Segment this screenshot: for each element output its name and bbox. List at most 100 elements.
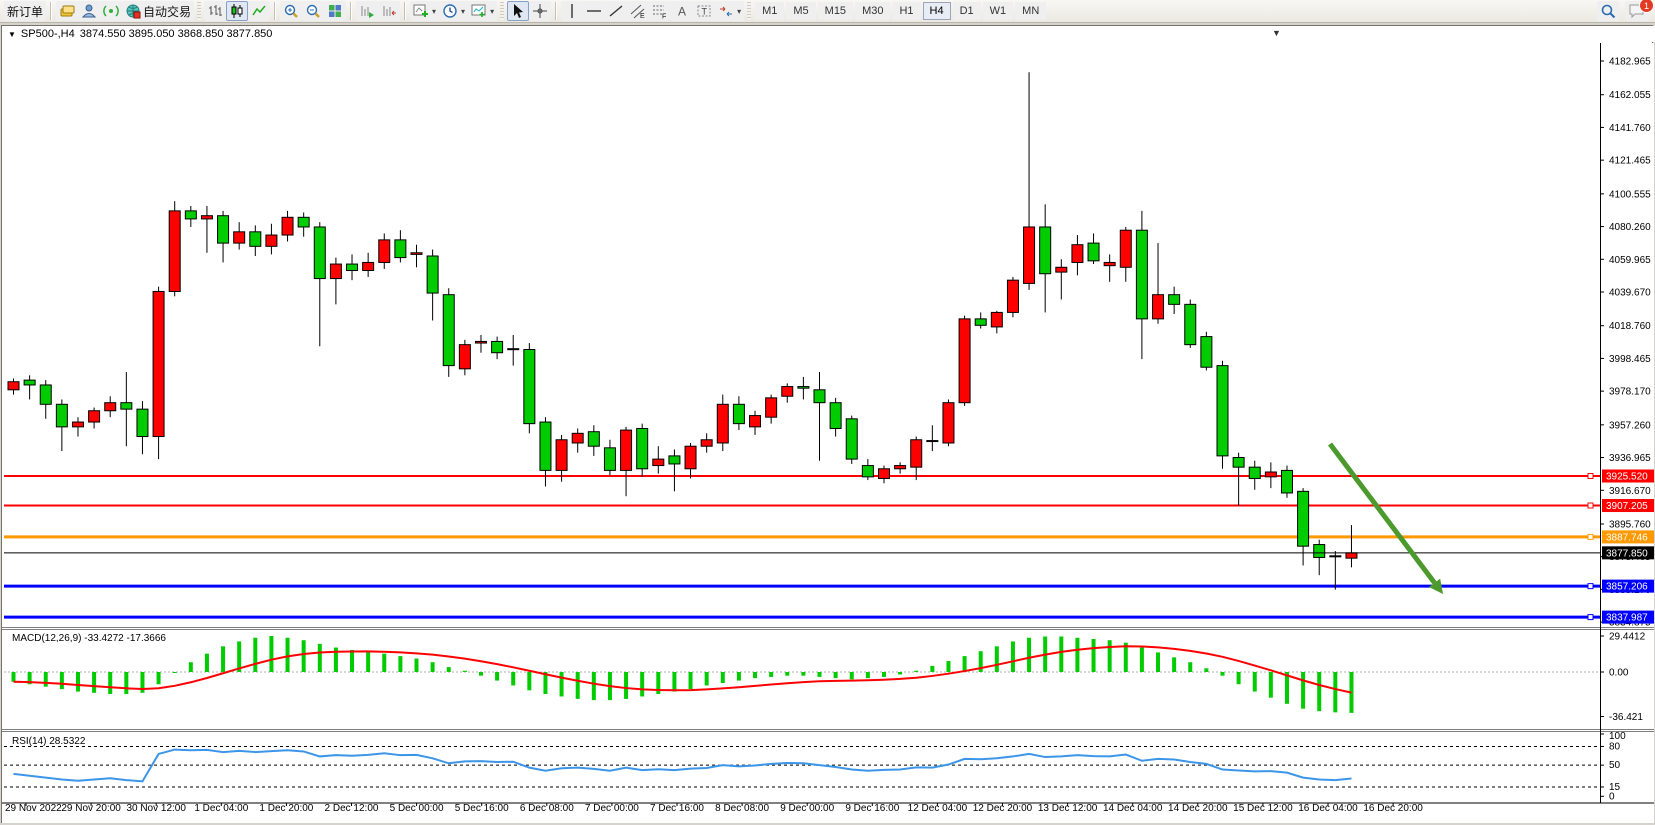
zoom-out-button[interactable] <box>302 1 325 21</box>
signals-button[interactable] <box>100 1 123 21</box>
chart-shift-marker[interactable]: ▼ <box>1272 28 1281 38</box>
time-tick-label: 9 Dec 16:00 <box>845 803 899 814</box>
macd-histogram-bar <box>1139 647 1144 672</box>
timeframe-button-m15[interactable]: M15 <box>817 2 854 20</box>
macd-histogram-bar <box>1220 672 1225 676</box>
timeframe-button-w1[interactable]: W1 <box>982 2 1014 20</box>
chart-shift-button[interactable] <box>378 1 401 21</box>
trend-arrow[interactable] <box>1328 442 1443 594</box>
price-line-3857.206[interactable]: 3857.206 <box>4 579 1654 593</box>
macd-histogram-bar <box>688 672 693 690</box>
cursor-button[interactable] <box>507 1 530 21</box>
toolbar-grip[interactable] <box>500 2 505 20</box>
price-tick-label: 3895.760 <box>1609 519 1651 530</box>
auto-scroll-button[interactable] <box>356 1 379 21</box>
timeframe-button-m30[interactable]: M30 <box>855 2 891 20</box>
chart-window: ▼ SP500-,H4 3874.550 3895.050 3868.850 3… <box>1 25 1655 823</box>
toolbar-separator <box>555 2 558 20</box>
timeframe-button-d1[interactable]: D1 <box>952 2 981 20</box>
price-tick-label: 4100.555 <box>1609 189 1651 200</box>
macd-histogram-bar <box>478 672 483 676</box>
text-button[interactable]: A <box>671 1 694 21</box>
macd-histogram-bar <box>1252 672 1257 692</box>
macd-histogram-bar <box>172 672 177 673</box>
macd-histogram-bar <box>736 672 741 681</box>
macd-histogram-bar <box>350 649 355 672</box>
macd-histogram-bar <box>75 672 80 692</box>
market-watch-button[interactable] <box>78 1 101 21</box>
svg-text:3887.746: 3887.746 <box>1606 532 1648 543</box>
arrows-button[interactable]: ▾ <box>715 1 745 21</box>
template-button[interactable]: ▾ <box>468 1 498 21</box>
timeframe-button-m1[interactable]: M1 <box>755 2 785 20</box>
market-watch-icon <box>81 3 97 19</box>
svg-text:3857.206: 3857.206 <box>1606 582 1648 593</box>
dropdown-caret-icon[interactable]: ▾ <box>737 6 742 16</box>
price-line-3887.746[interactable]: 3887.746 <box>4 530 1654 544</box>
macd-label: MACD(12,26,9) -33.4272 -17.3666 <box>12 633 166 644</box>
macd-histogram-bar <box>591 672 596 701</box>
price-tick-label: 3978.170 <box>1609 387 1651 398</box>
new-chart-button[interactable]: ▾ <box>410 1 440 21</box>
equidistant-channel-button[interactable]: E <box>627 1 650 21</box>
autotrading-button[interactable]: 自动交易 <box>122 1 195 21</box>
toolbar-grip[interactable] <box>747 2 752 20</box>
text-label-button[interactable]: T <box>693 1 716 21</box>
periods-button[interactable]: ▾ <box>439 1 469 21</box>
macd-histogram-bar <box>511 672 516 686</box>
line-chart-icon <box>251 3 267 19</box>
vertical-line-icon <box>564 3 580 19</box>
time-tick-label: 2 Dec 12:00 <box>325 803 379 814</box>
chart-profiles-button[interactable] <box>56 1 79 21</box>
timeframe-group: M1 M5 M15 M30 H1 H4 D1 W1 MN <box>754 2 1047 20</box>
tile-windows-button[interactable] <box>324 1 347 21</box>
price-line-3837.987[interactable]: 3837.987 <box>4 610 1654 624</box>
chart-profiles-icon <box>59 3 75 19</box>
price-line-label <box>1602 469 1654 483</box>
candlestick-chart-button[interactable] <box>226 1 249 21</box>
line-chart-button[interactable] <box>248 1 271 21</box>
dropdown-caret-icon[interactable]: ▾ <box>461 6 466 16</box>
chart-title-bar[interactable]: ▼ SP500-,H4 3874.550 3895.050 3868.850 3… <box>2 26 1655 42</box>
svg-text:15: 15 <box>1609 782 1621 793</box>
macd-histogram-bar <box>140 672 145 693</box>
timeframe-button-h1[interactable]: H1 <box>892 2 921 20</box>
macd-histogram-bar <box>446 667 451 672</box>
price-line-label <box>1602 499 1654 513</box>
scroll-group <box>356 1 401 21</box>
zoom-in-button[interactable] <box>280 1 303 21</box>
crosshair-button[interactable] <box>529 1 552 21</box>
macd-histogram-bar <box>1236 672 1241 685</box>
vertical-line-button[interactable] <box>561 1 584 21</box>
chart-canvas[interactable]: 4182.965 4162.055 4141.760 4121.465 4100.555… <box>2 43 1654 823</box>
macd-histogram-bar <box>543 672 548 695</box>
macd-histogram-bar <box>914 670 919 672</box>
cursor-group <box>507 1 552 21</box>
macd-histogram-bar <box>672 672 677 692</box>
macd-histogram-bar <box>1172 657 1177 672</box>
dropdown-caret-icon[interactable]: ▾ <box>490 6 495 16</box>
notifications-button[interactable]: 1 <box>1625 0 1654 21</box>
horizontal-line-button[interactable] <box>583 1 606 21</box>
fibonacci-button[interactable]: F <box>649 1 672 21</box>
toolbar-grip[interactable] <box>197 2 202 20</box>
time-axis[interactable]: 29 Nov 2022 29 Nov 20:00 30 Nov 12:00 1 Dec… <box>5 803 1423 814</box>
search-button[interactable] <box>1597 1 1619 21</box>
macd-histogram-bar <box>753 672 758 679</box>
window-menu-icon[interactable]: ▼ <box>8 29 16 39</box>
svg-text:100: 100 <box>1609 731 1626 742</box>
dropdown-caret-icon[interactable]: ▾ <box>432 6 437 16</box>
price-line-3907.205[interactable]: 3907.205 <box>4 499 1654 513</box>
timeframe-button-h4[interactable]: H4 <box>922 2 951 20</box>
trendline-button[interactable] <box>605 1 628 21</box>
timeframe-button-mn[interactable]: MN <box>1015 2 1047 20</box>
new-order-button[interactable]: 新订单 <box>4 1 47 21</box>
timeframe-button-m5[interactable]: M5 <box>786 2 816 20</box>
svg-text:3837.987: 3837.987 <box>1606 613 1648 624</box>
macd-histogram-bar <box>704 672 709 686</box>
time-tick-label: 14 Dec 04:00 <box>1103 803 1163 814</box>
bar-chart-button[interactable] <box>204 1 227 21</box>
price-line-3925.520[interactable]: 3925.520 <box>4 469 1654 483</box>
